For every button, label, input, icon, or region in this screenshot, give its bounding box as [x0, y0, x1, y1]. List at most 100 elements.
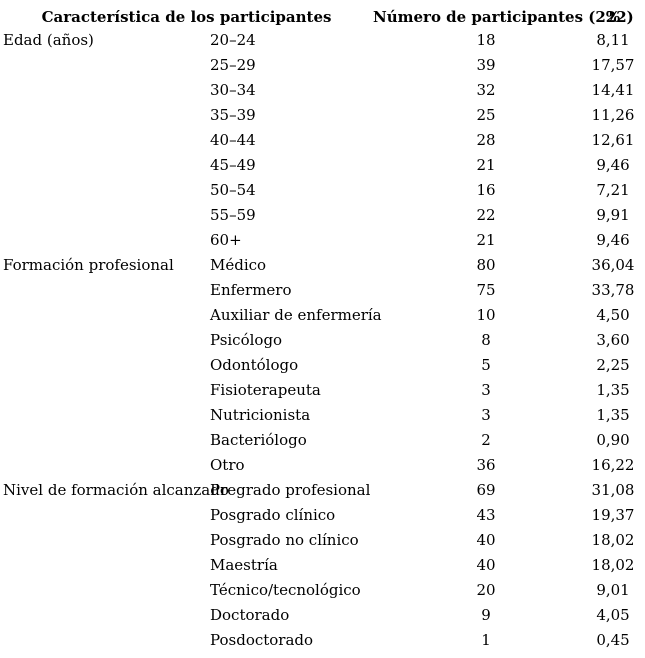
table-row: 25–29 39 17,57 [0, 53, 645, 78]
item-cell: 45–49 [210, 156, 256, 174]
percent-cell: 19,37 [591, 506, 635, 524]
percent-cell: 31,08 [591, 481, 635, 499]
percent-cell: 1,35 [596, 381, 630, 399]
count-cell: 69 [476, 481, 496, 499]
table-row: Enfermero 75 33,78 [0, 278, 645, 303]
category-cell [0, 53, 210, 78]
table-row: 40–44 28 12,61 [0, 128, 645, 153]
category-cell [0, 553, 210, 578]
percent-cell: 8,11 [596, 31, 630, 49]
count-cell: 10 [476, 306, 496, 324]
item-cell: Otro [210, 456, 245, 474]
table-row: 30–34 32 14,41 [0, 78, 645, 103]
table-row: Técnico/tecnológico 20 9,01 [0, 578, 645, 603]
item-cell: 25–29 [210, 56, 256, 74]
category-cell [0, 428, 210, 453]
item-cell: Psicólogo [210, 331, 283, 349]
percent-cell: 1,35 [596, 406, 630, 424]
percent-cell: 7,21 [596, 181, 630, 199]
table-row: Posdoctorado 1 0,45 [0, 628, 645, 653]
item-cell: 55–59 [210, 206, 256, 224]
item-cell: Pregrado profesional [210, 481, 371, 499]
count-cell: 40 [476, 556, 496, 574]
category-cell [0, 378, 210, 403]
item-cell: Posdoctorado [210, 631, 314, 649]
category-cell [0, 228, 210, 253]
table-row: Fisioterapeuta 3 1,35 [0, 378, 645, 403]
percent-cell: 9,91 [596, 206, 630, 224]
item-cell: 60+ [210, 231, 242, 249]
item-cell: Enfermero [210, 281, 292, 299]
percent-cell: 14,41 [591, 81, 635, 99]
item-cell: Nutricionista [210, 406, 311, 424]
category-cell [0, 303, 210, 328]
percent-cell: 11,26 [591, 106, 635, 124]
count-cell: 32 [476, 81, 496, 99]
count-cell: 18 [476, 31, 496, 49]
category-cell [0, 453, 210, 478]
category-cell [0, 578, 210, 603]
table-row: 35–39 25 11,26 [0, 103, 645, 128]
percent-cell: 9,46 [596, 231, 630, 249]
category-cell [0, 353, 210, 378]
count-cell: 2 [481, 431, 491, 449]
count-cell: 8 [481, 331, 491, 349]
percent-cell: 33,78 [591, 281, 635, 299]
count-cell: 3 [481, 406, 491, 424]
count-cell: 36 [476, 456, 496, 474]
percent-cell: 0,45 [596, 631, 630, 649]
table-row: Maestría 40 18,02 [0, 553, 645, 578]
table-row: Edad (años) 20–24 18 8,11 [0, 28, 645, 53]
item-cell: Posgrado no clínico [210, 531, 359, 549]
table-row: Auxiliar de enfermería 10 4,50 [0, 303, 645, 328]
item-cell: 50–54 [210, 181, 256, 199]
category-cell [0, 503, 210, 528]
percent-cell: 36,04 [591, 256, 635, 274]
table-row: Nivel de formación alcanzado Pregrado pro… [0, 478, 645, 503]
item-cell: 35–39 [210, 106, 256, 124]
table-row: Posgrado no clínico 40 18,02 [0, 528, 645, 553]
category-cell [0, 528, 210, 553]
category-cell [0, 153, 210, 178]
count-cell: 3 [481, 381, 491, 399]
category-cell [0, 78, 210, 103]
table-row: Psicólogo 8 3,60 [0, 328, 645, 353]
category-cell [0, 278, 210, 303]
count-cell: 39 [476, 56, 496, 74]
table-row: Otro 36 16,22 [0, 453, 645, 478]
item-cell: 20–24 [210, 31, 256, 49]
category-cell [0, 103, 210, 128]
percent-cell: 16,22 [591, 456, 635, 474]
count-header: Número de participantes (222) [373, 8, 634, 26]
category-cell [0, 328, 210, 353]
characteristic-header: Característica de los participantes [41, 8, 332, 26]
table-row: 50–54 16 7,21 [0, 178, 645, 203]
percent-cell: 9,01 [596, 581, 630, 599]
count-cell: 16 [476, 181, 496, 199]
item-cell: Técnico/tecnológico [210, 581, 361, 599]
count-cell: 28 [476, 131, 496, 149]
category-cell: Nivel de formación alcanzado [3, 481, 229, 499]
header-row: Característica de los participantes Núme… [0, 0, 645, 28]
percent-cell: 9,46 [596, 156, 630, 174]
percent-cell: 12,61 [591, 131, 635, 149]
count-cell: 75 [476, 281, 496, 299]
count-cell: 40 [476, 531, 496, 549]
count-cell: 22 [476, 206, 496, 224]
count-cell: 80 [476, 256, 496, 274]
item-cell: Posgrado clínico [210, 506, 336, 524]
category-cell [0, 628, 210, 653]
count-cell: 21 [476, 156, 496, 174]
category-cell [0, 403, 210, 428]
table-row: Formación profesional Médico 80 36,04 [0, 253, 645, 278]
percent-cell: 2,25 [596, 356, 630, 374]
count-cell: 5 [481, 356, 491, 374]
count-cell: 25 [476, 106, 496, 124]
percent-cell: 4,50 [596, 306, 630, 324]
table-row: Odontólogo 5 2,25 [0, 353, 645, 378]
percent-cell: 0,90 [596, 431, 630, 449]
count-cell: 43 [476, 506, 496, 524]
count-cell: 9 [481, 606, 491, 624]
category-cell [0, 178, 210, 203]
count-cell: 20 [476, 581, 496, 599]
